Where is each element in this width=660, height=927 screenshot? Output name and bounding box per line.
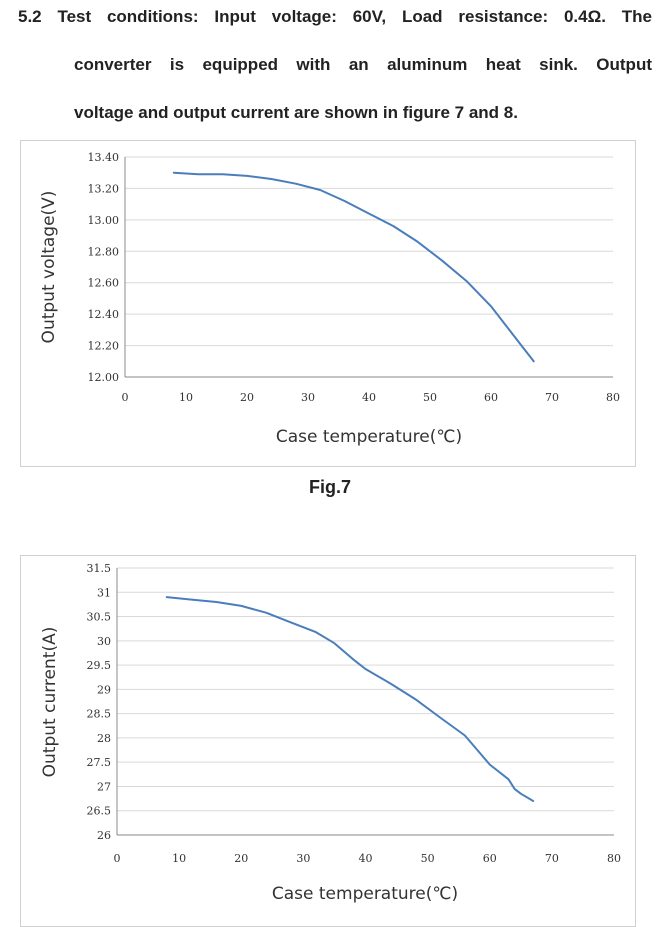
y-tick-label: 30 (97, 635, 111, 648)
y-axis-label: Output current(A) (40, 627, 60, 778)
x-tick-label: 10 (179, 391, 193, 404)
y-tick-label: 27 (97, 780, 111, 793)
y-tick-label: 29 (97, 683, 111, 696)
y-tick-label: 13.40 (88, 151, 120, 164)
x-tick-label: 30 (301, 391, 315, 404)
x-tick-label: 70 (545, 391, 559, 404)
x-tick-label: 20 (240, 391, 254, 404)
y-tick-label: 27.5 (87, 756, 112, 769)
intro-line-1: 5.2 Test conditions: Input voltage: 60V,… (18, 7, 652, 26)
series-line (172, 171, 535, 363)
y-tick-label: 30.5 (87, 611, 112, 624)
y-tick-label: 28 (97, 732, 111, 745)
x-tick-label: 50 (421, 852, 435, 865)
y-tick-label: 26 (97, 829, 111, 842)
x-tick-label: 50 (423, 391, 437, 404)
y-tick-label: 29.5 (87, 659, 112, 672)
x-tick-label: 30 (296, 852, 310, 865)
intro-line-3: voltage and output current are shown in … (74, 103, 518, 122)
y-tick-label: 12.80 (88, 245, 120, 258)
x-tick-label: 80 (606, 391, 620, 404)
y-tick-label: 12.20 (88, 340, 120, 353)
series-line (165, 596, 535, 802)
x-tick-label: 80 (607, 852, 621, 865)
x-axis-label: Case temperature(℃) (272, 884, 458, 904)
x-tick-label: 20 (234, 852, 248, 865)
x-tick-label: 40 (362, 391, 376, 404)
y-tick-label: 28.5 (87, 708, 112, 721)
x-axis-label: Case temperature(℃) (276, 427, 462, 447)
x-tick-label: 60 (483, 852, 497, 865)
y-tick-label: 12.60 (88, 277, 120, 290)
current-chart: 26 26.5 27 27.5 28 28.5 29 29.5 30 30.5 31 31.5 0 10 2… (20, 555, 636, 927)
y-tick-label: 12.40 (88, 308, 120, 321)
x-tick-label: 0 (114, 852, 121, 865)
intro-line-2: converter is equipped with an aluminum h… (74, 55, 652, 74)
y-tick-label: 13.20 (88, 182, 120, 195)
voltage-chart: 12.00 12.20 12.40 12.60 12.80 13.00 13.20 13.40… (20, 140, 636, 467)
x-tick-label: 70 (545, 852, 559, 865)
fig7-caption: Fig.7 (308, 477, 351, 497)
x-tick-label: 10 (172, 852, 186, 865)
y-tick-label: 26.5 (87, 805, 112, 818)
y-axis-label: Output voltage(V) (39, 191, 59, 344)
x-tick-label: 60 (484, 391, 498, 404)
y-tick-label: 31.5 (87, 562, 112, 575)
x-tick-label: 0 (122, 391, 129, 404)
x-tick-label: 40 (359, 852, 373, 865)
y-tick-label: 12.00 (88, 371, 120, 384)
y-tick-label: 31 (97, 586, 111, 599)
y-tick-label: 13.00 (88, 214, 120, 227)
current-chart-svg: 26 26.5 27 27.5 28 28.5 29 29.5 30 30.5 31 31.5 0 10 2… (40, 562, 621, 904)
voltage-chart-svg: 12.00 12.20 12.40 12.60 12.80 13.00 13.20 13.40… (39, 151, 620, 447)
